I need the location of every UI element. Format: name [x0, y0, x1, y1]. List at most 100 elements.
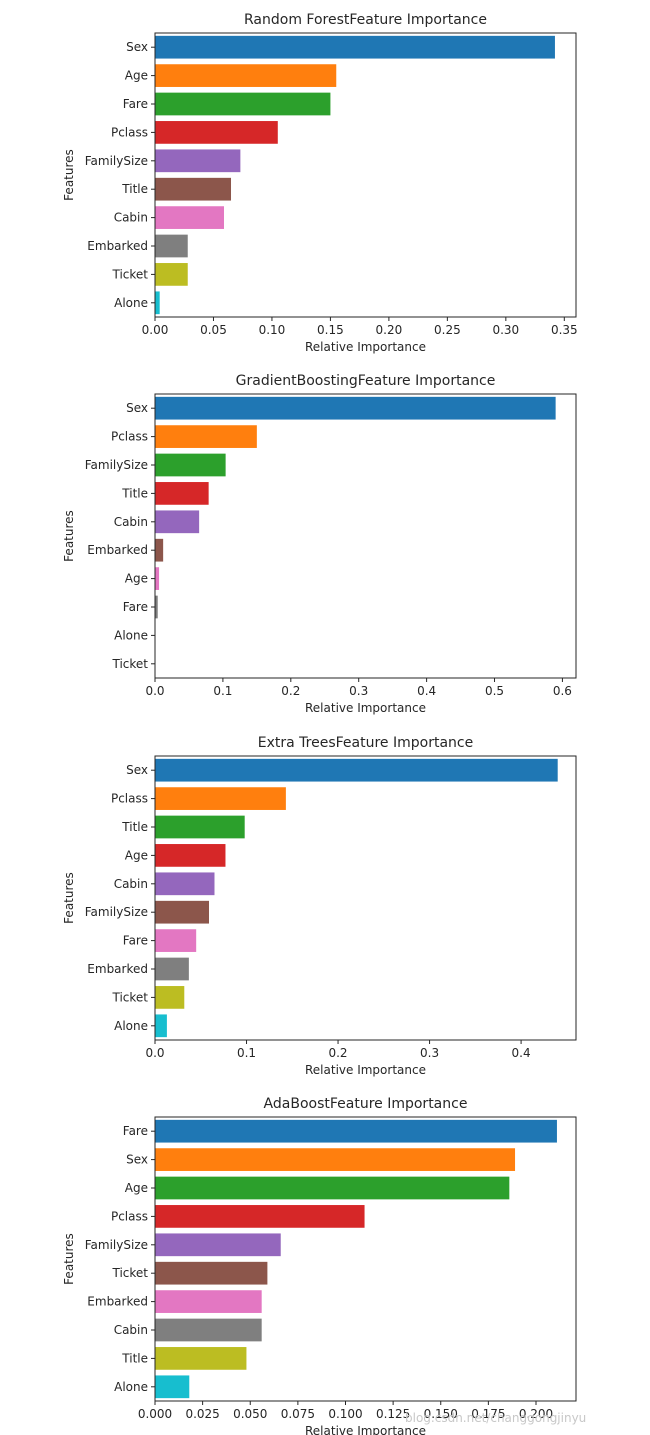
x-tick-label: 0.5 [485, 684, 504, 698]
chart-0: Sex Age Fare Pclass FamilySize Title Cabin Emba… [62, 12, 578, 354]
chart-2: Sex Pclass Title Age Cabin FamilySize Fare Emba… [62, 735, 577, 1077]
chart-title: Random ForestFeature Importance [244, 12, 487, 28]
bar-ticket [155, 263, 188, 286]
y-tick-label: Title [121, 486, 148, 500]
x-axis-label: Relative Importance [305, 1424, 426, 1435]
x-axis-label: Relative Importance [305, 1063, 426, 1077]
bar-cabin [155, 206, 224, 229]
y-tick-label: Fare [123, 934, 148, 948]
y-tick-label: Cabin [114, 515, 148, 529]
plot-frame [154, 393, 577, 679]
x-tick-label: 0.1 [213, 684, 232, 698]
x-tick-label: 0.3 [349, 684, 368, 698]
plot-frame [154, 1116, 577, 1402]
x-tick-label: 0.30 [492, 323, 519, 337]
x-tick-label: 0.100 [328, 1407, 362, 1421]
bar-age [155, 844, 226, 867]
bar-fare [155, 595, 158, 619]
bar-alone [155, 291, 160, 315]
x-tick-label: 0.3 [420, 1046, 439, 1060]
x-tick-label: 0.175 [471, 1407, 505, 1421]
x-tick-label: 0.000 [138, 1407, 172, 1421]
y-tick-label: Embarked [87, 962, 148, 976]
y-tick-label: Ticket [111, 1266, 148, 1280]
y-tick-label: Embarked [87, 1295, 148, 1309]
y-tick-label: Ticket [111, 267, 148, 281]
y-tick-label: Cabin [114, 877, 148, 891]
bar-title [155, 815, 245, 839]
x-tick-label: 0.1 [237, 1046, 256, 1060]
y-tick-label: FamilySize [85, 905, 148, 919]
y-axis-label: Features [62, 149, 76, 201]
x-tick-label: 0.10 [259, 323, 286, 337]
bar-pclass [155, 787, 286, 810]
x-tick-label: 0.2 [328, 1046, 347, 1060]
y-tick-label: Title [121, 182, 148, 196]
x-tick-label: 0.20 [376, 323, 403, 337]
bar-title [155, 177, 232, 201]
x-tick-label: 0.00 [142, 323, 169, 337]
bar-title [155, 1347, 247, 1370]
bar-fare [155, 1119, 557, 1143]
y-tick-label: Fare [123, 1124, 148, 1138]
bar-sex [155, 396, 556, 420]
bar-sex [155, 1148, 516, 1171]
y-tick-label: FamilySize [85, 1238, 148, 1252]
bar-cabin [155, 1318, 262, 1342]
bar-fare [155, 92, 331, 116]
x-tick-label: 0.150 [424, 1407, 458, 1421]
y-tick-label: Embarked [87, 239, 148, 253]
y-axis-label: Features [62, 1233, 76, 1285]
x-tick-label: 0.6 [553, 684, 572, 698]
chart-1: Sex Pclass FamilySize Title Cabin Embarked Age… [62, 373, 577, 715]
bar-age [155, 567, 160, 590]
x-tick-label: 0.4 [417, 684, 436, 698]
y-axis-label: Features [62, 872, 76, 924]
y-tick-label: Alone [114, 1019, 148, 1033]
y-tick-label: Embarked [87, 543, 148, 557]
y-tick-label: Age [125, 1181, 148, 1195]
y-tick-label: Sex [126, 401, 148, 415]
x-tick-label: 0.075 [281, 1407, 315, 1421]
bar-fare [155, 929, 197, 952]
x-tick-label: 0.2 [281, 684, 300, 698]
y-tick-label: Title [121, 820, 148, 834]
y-tick-label: FamilySize [85, 458, 148, 472]
bar-familysize [155, 453, 226, 477]
y-tick-label: Age [125, 572, 148, 586]
x-tick-label: 0.15 [317, 323, 344, 337]
x-tick-label: 0.35 [551, 323, 578, 337]
x-axis-label: Relative Importance [305, 701, 426, 715]
y-tick-label: Sex [126, 40, 148, 54]
plot-frame [154, 32, 577, 318]
x-tick-label: 0.200 [519, 1407, 553, 1421]
y-tick-label: Ticket [111, 990, 148, 1004]
chart-title: GradientBoostingFeature Importance [236, 373, 496, 389]
x-tick-label: 0.050 [233, 1407, 267, 1421]
y-tick-label: Pclass [111, 1209, 148, 1223]
bar-cabin [155, 510, 200, 534]
y-tick-label: Fare [123, 600, 148, 614]
y-tick-label: Sex [126, 763, 148, 777]
bar-cabin [155, 872, 215, 896]
y-tick-label: Title [121, 1351, 148, 1365]
bar-age [155, 64, 337, 87]
y-tick-label: Fare [123, 97, 148, 111]
bar-familysize [155, 1233, 281, 1257]
y-tick-label: Cabin [114, 1323, 148, 1337]
bar-embarked [155, 538, 164, 562]
plot-frame [154, 755, 577, 1041]
y-tick-label: Ticket [111, 657, 148, 671]
y-tick-label: Age [125, 848, 148, 862]
watermark: blog.csdn.net/changgongjinyu [405, 1411, 587, 1425]
bar-title [155, 482, 209, 505]
bar-alone [155, 1014, 167, 1038]
y-tick-label: Pclass [111, 430, 148, 444]
bar-embarked [155, 1290, 262, 1313]
x-tick-label: 0.0 [145, 1046, 164, 1060]
x-axis-label: Relative Importance [305, 340, 426, 354]
y-tick-label: Age [125, 69, 148, 83]
y-tick-label: Pclass [111, 125, 148, 139]
bar-ticket [155, 1261, 268, 1285]
